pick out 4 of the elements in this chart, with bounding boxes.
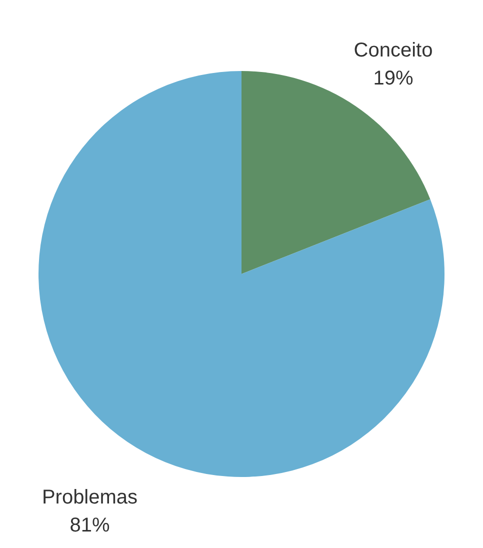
slice-label: Conceito <box>354 40 433 62</box>
slice-label: Problemas <box>42 486 138 508</box>
data-label: 81% <box>70 514 110 536</box>
data-label: 19% <box>373 68 414 90</box>
